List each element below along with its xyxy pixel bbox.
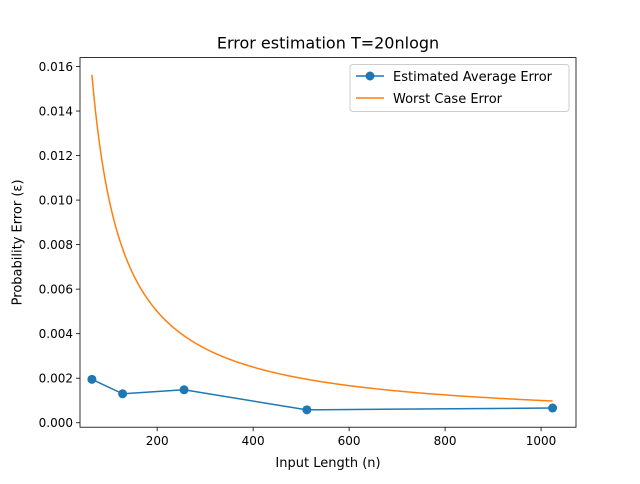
plot-background (80, 57, 576, 428)
x-tick-label: 400 (242, 434, 265, 448)
plot-frame (79, 57, 577, 428)
legend-frame (349, 64, 570, 112)
x-axis-label: Input Length (n) (275, 456, 380, 471)
y-axis: 0.000 0.002 0.004 0.006 0.008 0.010 0.012 0.014… (39, 60, 80, 430)
x-tick-label: 200 (146, 434, 169, 448)
y-tick-label: 0.004 (39, 327, 73, 341)
legend-label-worst-case: Worst Case Error (393, 92, 503, 107)
y-tick-label: 0.012 (39, 149, 73, 163)
y-tick-label: 0.016 (39, 60, 73, 74)
x-tick-label: 1000 (526, 434, 557, 448)
y-tick-label: 0.010 (39, 194, 73, 208)
legend: Estimated Average Error Worst Case Error (349, 64, 570, 112)
y-tick-label: 0.000 (39, 416, 73, 430)
worst-case-error-line (91, 74, 553, 402)
x-axis: 200 400 600 800 1000 (146, 427, 557, 448)
y-tick-label: 0.014 (39, 105, 73, 119)
estimated-average-error-point (87, 374, 97, 384)
plot-area: 200 400 600 800 1000 0.0000.0020.0040.0060.0… (39, 57, 577, 448)
estimated-average-error-point (179, 385, 189, 395)
y-axis-label: Probability Error (ε) (11, 179, 26, 305)
y-tick-label: 0.006 (39, 283, 73, 297)
estimated-average-error-point (302, 405, 312, 415)
y-tick-label: 0.008 (39, 238, 73, 252)
series-layer (87, 74, 558, 415)
legend-marker-estimated (365, 71, 375, 81)
x-tick-label: 600 (338, 434, 361, 448)
chart-title: Error estimation T=20nlogn (217, 34, 439, 53)
legend-label-estimated: Estimated Average Error (393, 70, 553, 85)
estimated-average-error-point (118, 389, 128, 399)
estimated-average-error-point (548, 403, 558, 413)
y-tick-label: 0.002 (39, 372, 73, 386)
x-tick-label: 800 (434, 434, 457, 448)
